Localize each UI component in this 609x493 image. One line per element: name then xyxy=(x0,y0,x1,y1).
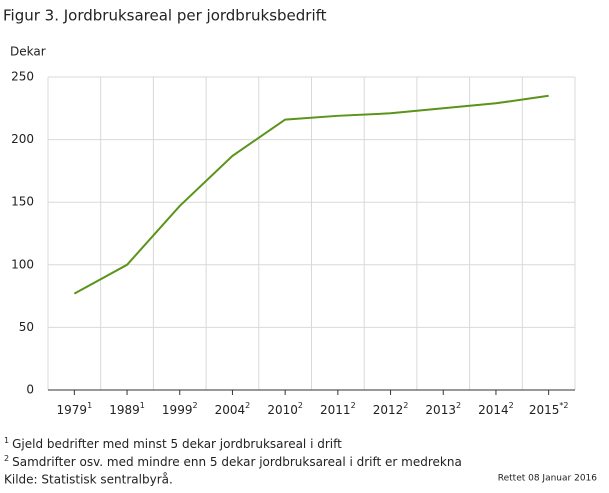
category: 2011 xyxy=(320,403,351,417)
y-tick-label: 200 xyxy=(11,132,34,146)
category: 1999 xyxy=(162,403,193,417)
y-tick-label: 50 xyxy=(19,320,34,334)
y-tick-label: 0 xyxy=(26,383,34,397)
y-tick-label: 150 xyxy=(11,195,34,209)
x-tick-label: 20042 xyxy=(215,401,251,417)
x-tick-label: 20102 xyxy=(267,401,303,417)
x-tick-label: 20122 xyxy=(373,401,409,417)
category: 2013 xyxy=(425,403,456,417)
x-tick-label: 20112 xyxy=(320,401,356,417)
category: 1979 xyxy=(57,403,88,417)
category: 2014 xyxy=(478,403,509,417)
category-note: *2 xyxy=(559,401,568,410)
y-tick-label: 100 xyxy=(11,257,34,271)
category: 2010 xyxy=(267,403,298,417)
x-tick-label: 19891 xyxy=(109,401,145,417)
y-tick-label: 250 xyxy=(11,70,34,84)
category-note: 1 xyxy=(87,401,92,410)
footnote-mark: 1 xyxy=(4,436,9,445)
x-tick-label: 20142 xyxy=(478,401,514,417)
category-note: 2 xyxy=(192,401,197,410)
chart-title: Figur 3. Jordbruksareal per jordbruksbed… xyxy=(3,7,327,25)
category-note: 2 xyxy=(245,401,250,410)
footnote-text: Gjeld bedrifter med minst 5 dekar jordbr… xyxy=(12,437,342,451)
footnote-mark: 2 xyxy=(4,454,9,463)
y-axis-label: Dekar xyxy=(10,45,46,59)
category-note: 2 xyxy=(403,401,408,410)
category-note: 2 xyxy=(456,401,461,410)
x-tick-label: 19791 xyxy=(57,401,93,417)
category: 2012 xyxy=(373,403,404,417)
x-tick-label: 19992 xyxy=(162,401,198,417)
category-note: 1 xyxy=(140,401,145,410)
footnote: 1 Gjeld bedrifter med minst 5 dekar jordb… xyxy=(4,436,342,451)
category: 1989 xyxy=(109,403,140,417)
category-note: 2 xyxy=(298,401,303,410)
footnote: 2 Samdrifter osv. med mindre enn 5 dekar … xyxy=(4,454,462,469)
x-tick-label: 2015*2 xyxy=(529,401,569,417)
corrected-date: Rettet 08 Januar 2016 xyxy=(498,474,598,484)
category: 2004 xyxy=(215,403,246,417)
x-tick-label: 20132 xyxy=(425,401,461,417)
data-line xyxy=(73,94,549,295)
footnote-text: Samdrifter osv. med mindre enn 5 dekar j… xyxy=(12,455,462,469)
category: 2015 xyxy=(529,403,560,417)
source: Kilde: Statistisk sentralbyrå. xyxy=(4,473,173,487)
category-note: 2 xyxy=(509,401,514,410)
category-note: 2 xyxy=(351,401,356,410)
